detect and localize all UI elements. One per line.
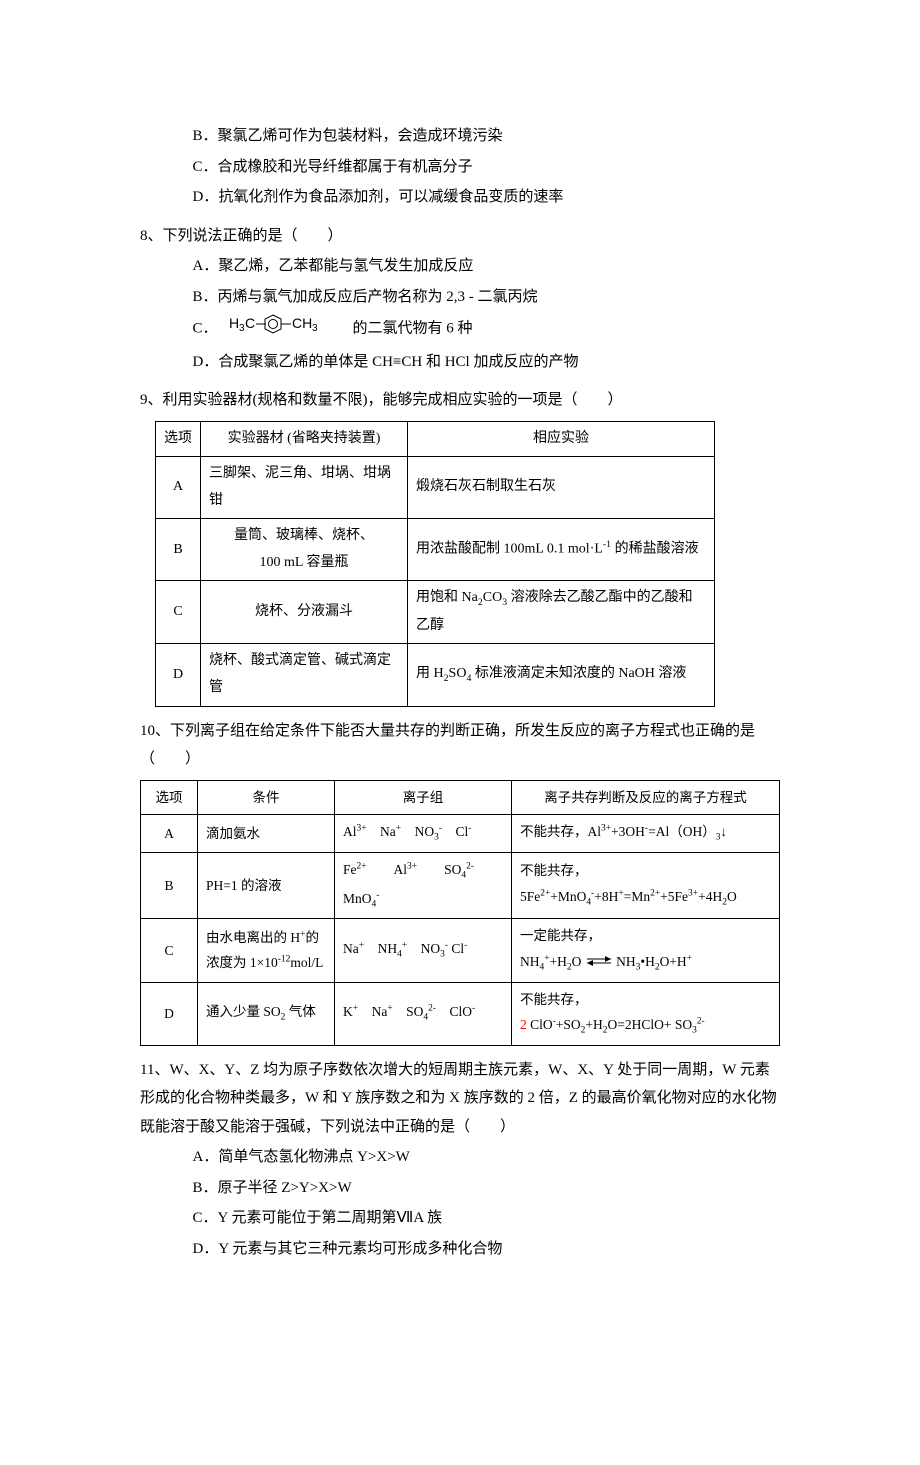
table-row: B 量筒、玻璃棒、烧杯、100 mL 容量瓶 用浓盐酸配制 100mL 0.1 …: [156, 519, 715, 581]
benzene-structure-icon: H 3 C CH 3: [229, 313, 349, 346]
q9-h0: 选项: [156, 421, 201, 457]
q11-opt-b: B．原子半径 Z>Y>X>W: [193, 1174, 781, 1203]
q8-opt-c-pre: C．: [193, 321, 226, 337]
q8-stem: 8、下列说法正确的是（ ）: [140, 222, 780, 251]
q10-r1c0: B: [141, 852, 198, 918]
q9-r1c2: 用浓盐酸配制 100mL 0.1 mol·L-1 的稀盐酸溶液: [408, 519, 715, 581]
q9-r3c1: 烧杯、酸式滴定管、碱式滴定管: [201, 644, 408, 706]
q10-r3c3: 不能共存，2 ClO-+SO2+H2O=2HClO+ SO32-: [512, 982, 780, 1045]
q11-opt-d: D．Y 元素与其它三种元素均可形成多种化合物: [193, 1235, 781, 1264]
q8-opt-c-post: 的二氯代物有 6 种: [353, 321, 473, 337]
q10-r2c3: 一定能共存，NH4++H2O NH3•H2O+H+: [512, 919, 780, 982]
q11-opt-c: C．Y 元素可能位于第二周期第ⅦA 族: [193, 1204, 781, 1233]
q10-h1: 条件: [198, 780, 335, 815]
q9-r0c2: 煅烧石灰石制取生石灰: [408, 457, 715, 519]
q10-r1c1: PH=1 的溶液: [198, 852, 335, 918]
q9-r1c0: B: [156, 519, 201, 581]
q9-stem: 9、利用实验器材(规格和数量不限)，能够完成相应实验的一项是（ ）: [140, 386, 780, 415]
table-row: D 通入少量 SO2 气体 K+ Na+ SO42- ClO- 不能共存，2 C…: [141, 982, 780, 1045]
q8-opt-d: D．合成聚氯乙烯的单体是 CH≡CH 和 HCl 加成反应的产物: [193, 348, 781, 377]
q9-r2c0: C: [156, 581, 201, 644]
svg-text:CH: CH: [292, 315, 312, 331]
q8-opt-b: B．丙烯与氯气加成反应后产物名称为 2,3 - 二氯丙烷: [193, 283, 781, 312]
q9-h2: 相应实验: [408, 421, 715, 457]
q9-r0c0: A: [156, 457, 201, 519]
q10-h2: 离子组: [335, 780, 512, 815]
q11-stem: 11、W、X、Y、Z 均为原子序数依次增大的短周期主族元素，W、X、Y 处于同一…: [140, 1056, 780, 1142]
q9-table: 选项 实验器材 (省略夹持装置) 相应实验 A 三脚架、泥三角、坩埚、坩埚钳 煅…: [155, 421, 715, 707]
q9-r3c0: D: [156, 644, 201, 706]
q7-options: B．聚氯乙烯可作为包装材料，会造成环境污染 C．合成橡胶和光导纤维都属于有机高分…: [140, 122, 780, 212]
q9-r2c1: 烧杯、分液漏斗: [201, 581, 408, 644]
q8-opt-c: C． H 3 C CH 3 的二氯代物有 6 种: [193, 313, 781, 346]
q7-opt-d: D．抗氧化剂作为食品添加剂，可以减缓食品变质的速率: [193, 183, 781, 212]
q10-stem: 10、下列离子组在给定条件下能否大量共存的判断正确，所发生反应的离子方程式也正确…: [140, 717, 780, 774]
q10-r1c2: Fe2+ Al3+ SO42- MnO4-: [335, 852, 512, 918]
table-row: C 由水电离出的 H+的浓度为 1×10-12mol/L Na+ NH4+ NO…: [141, 919, 780, 982]
q10-h3: 离子共存判断及反应的离子方程式: [512, 780, 780, 815]
svg-text:C: C: [245, 315, 255, 331]
q10-r1c3: 不能共存，5Fe2++MnO4-+8H+=Mn2++5Fe3++4H2O: [512, 852, 780, 918]
q10-r0c2: Al3+ Na+ NO3- Cl-: [335, 815, 512, 853]
q11-options: A．简单气态氢化物沸点 Y>X>W B．原子半径 Z>Y>X>W C．Y 元素可…: [140, 1143, 780, 1263]
q11-opt-a: A．简单气态氢化物沸点 Y>X>W: [193, 1143, 781, 1172]
q9-r3c2: 用 H2SO4 标准液滴定未知浓度的 NaOH 溶液: [408, 644, 715, 706]
q10-r0c1: 滴加氨水: [198, 815, 335, 853]
table-row: A 三脚架、泥三角、坩埚、坩埚钳 煅烧石灰石制取生石灰: [156, 457, 715, 519]
table-row: B PH=1 的溶液 Fe2+ Al3+ SO42- MnO4- 不能共存，5F…: [141, 852, 780, 918]
q10-r2c1: 由水电离出的 H+的浓度为 1×10-12mol/L: [198, 919, 335, 982]
q10-table: 选项 条件 离子组 离子共存判断及反应的离子方程式 A 滴加氨水 Al3+ Na…: [140, 780, 780, 1046]
q8-opt-a: A．聚乙烯，乙苯都能与氢气发生加成反应: [193, 252, 781, 281]
q8-options: A．聚乙烯，乙苯都能与氢气发生加成反应 B．丙烯与氯气加成反应后产物名称为 2,…: [140, 252, 780, 376]
q9-r2c2: 用饱和 Na2CO3 溶液除去乙酸乙酯中的乙酸和乙醇: [408, 581, 715, 644]
table-row: A 滴加氨水 Al3+ Na+ NO3- Cl- 不能共存，Al3++3OH-=…: [141, 815, 780, 853]
q10-r0c3: 不能共存，Al3++3OH-=Al（OH）3↓: [512, 815, 780, 853]
q10-h0: 选项: [141, 780, 198, 815]
q10-r0c0: A: [141, 815, 198, 853]
q10-r3c2: K+ Na+ SO42- ClO-: [335, 982, 512, 1045]
q10-r3c0: D: [141, 982, 198, 1045]
svg-text:3: 3: [312, 323, 318, 334]
svg-text:H: H: [229, 315, 239, 331]
table-row: C 烧杯、分液漏斗 用饱和 Na2CO3 溶液除去乙酸乙酯中的乙酸和乙醇: [156, 581, 715, 644]
table-row: D 烧杯、酸式滴定管、碱式滴定管 用 H2SO4 标准液滴定未知浓度的 NaOH…: [156, 644, 715, 706]
q9-r0c1: 三脚架、泥三角、坩埚、坩埚钳: [201, 457, 408, 519]
q9-h1: 实验器材 (省略夹持装置): [201, 421, 408, 457]
q9-r1c1: 量筒、玻璃棒、烧杯、100 mL 容量瓶: [201, 519, 408, 581]
q7-opt-b: B．聚氯乙烯可作为包装材料，会造成环境污染: [193, 122, 781, 151]
q10-r3c1: 通入少量 SO2 气体: [198, 982, 335, 1045]
q7-opt-c: C．合成橡胶和光导纤维都属于有机高分子: [193, 153, 781, 182]
q10-r2c0: C: [141, 919, 198, 982]
q10-r2c2: Na+ NH4+ NO3- Cl-: [335, 919, 512, 982]
